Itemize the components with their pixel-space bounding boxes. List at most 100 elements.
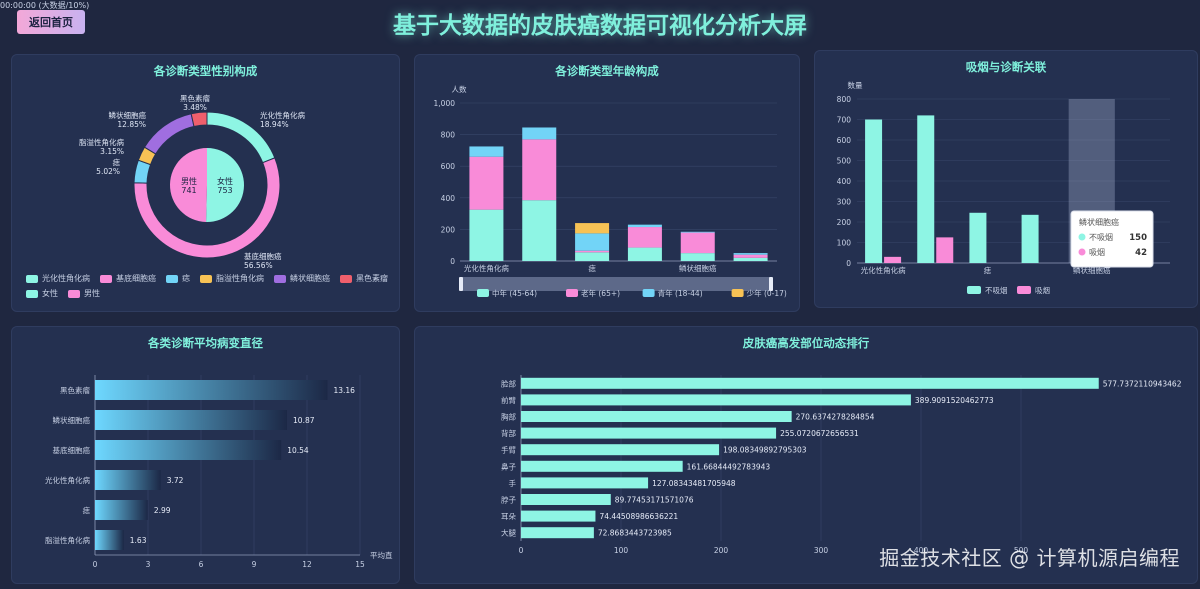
legend-label: 基底细胞癌 [116,274,156,283]
region-bar[interactable] [521,377,1099,389]
x-tick-label: 光化性角化病 [861,265,906,275]
smoking-grouped-bar-chart[interactable]: 0100200300400500600700800数量光化性角化病痣鳞状细胞癌鳞… [815,51,1199,309]
stacked-bar-segment[interactable] [627,227,662,248]
inner-pie-slice[interactable] [206,148,245,223]
gender-donut-chart[interactable]: 光化性角化病18.94%基底细胞癌56.56%痣5.02%脂溢性角化病3.15%… [12,55,401,313]
gender-legend[interactable]: 光化性角化病 基底细胞癌 痣 脂溢性角化病 鳞状细胞癌 黑色素瘤女性 男性 [26,273,396,299]
y-axis-label: 人数 [452,84,467,94]
y-tick-label: 600 [441,162,456,171]
stacked-bar-segment[interactable] [733,253,768,255]
y-tick-label: 800 [441,131,456,140]
legend-item[interactable]: 男性 [68,288,100,299]
legend-swatch[interactable] [1017,286,1031,294]
legend-item[interactable]: 光化性角化病 [26,273,90,284]
panel-title: 吸烟与诊断关联 [965,60,1047,74]
y-tick-label: 0 [450,257,455,266]
stacked-bar-segment[interactable] [733,257,768,261]
legend-item[interactable]: 黑色素瘤 [340,273,388,284]
bar-value-label: 10.54 [287,446,309,455]
bar-value-label: 72.8683443723985 [598,529,672,538]
region-bar[interactable] [521,394,911,406]
lesion-diameter-bar-chart[interactable]: 0 3 6 9 12 15 平均直 黑色素瘤 13.16 鳞状细胞癌 10.87 基底细胞癌 10.54… [12,327,401,585]
stacked-bar-segment[interactable] [522,127,557,140]
lesion-bar[interactable] [95,530,124,550]
outer-ring-slice[interactable] [190,111,208,128]
x-tick-label: 0 [519,546,524,555]
y-tick-label: 脖子 [501,495,516,505]
panel-region-ranking: 皮肤癌高发部位动态排行 0 100 200 300 400 500 脸部 577.737211… [414,326,1198,584]
legend-item[interactable]: 基底细胞癌 [100,273,156,284]
stacked-bar-segment[interactable] [627,247,662,261]
stacked-bar-segment[interactable] [469,156,504,210]
stacked-bar-segment[interactable] [575,250,610,253]
back-home-button[interactable]: 返回首页 [17,10,85,34]
region-bar[interactable] [521,411,792,422]
legend-swatch[interactable] [566,289,578,297]
region-bar[interactable] [521,494,611,505]
region-bar[interactable] [521,510,596,522]
stacked-bar-segment[interactable] [680,232,715,254]
grouped-bar[interactable] [884,256,902,263]
region-bar[interactable] [521,427,777,439]
y-tick-label: 700 [837,116,852,125]
grouped-bar[interactable] [969,212,987,263]
panel-lesion-diameter: 各类诊断平均病变直径 0 3 6 9 12 15 平均直 黑色素瘤 13.16 鳞状细胞癌 10.8… [11,326,400,584]
outer-slice-percent: 3.48% [183,103,207,112]
stacked-bar-segment[interactable] [680,231,715,233]
y-tick-label: 100 [837,239,852,248]
region-bar[interactable] [521,444,720,456]
stacked-bar-segment[interactable] [469,209,504,261]
data-zoom-handle-left[interactable] [459,277,463,291]
legend-swatch[interactable] [642,289,655,297]
stacked-bar-segment[interactable] [627,224,662,228]
lesion-bar[interactable] [95,470,161,490]
bar-value-label: 10.87 [293,416,315,425]
lesion-bar[interactable] [95,410,288,430]
legend-swatch[interactable] [731,289,744,297]
panel-title: 各诊断类型性别构成 [153,64,258,78]
lesion-bar[interactable] [95,440,282,460]
legend-label: 吸烟 [1035,286,1050,295]
stacked-bar-segment[interactable] [575,233,610,251]
tooltip-box [1070,210,1154,268]
bar-value-label: 198.08349892795303 [723,446,807,455]
outer-slice-percent: 12.85% [117,120,146,129]
legend-swatch[interactable] [967,286,981,294]
region-bar[interactable] [521,477,649,489]
grouped-bar[interactable] [865,119,883,264]
stacked-bar-segment[interactable] [733,254,768,258]
y-tick-label: 胸部 [501,412,516,422]
stacked-bar-segment[interactable] [575,252,610,261]
x-axis-label: 平均直 [370,550,393,560]
stacked-bar-segment[interactable] [522,200,557,261]
bar-value-label: 127.08343481705948 [652,479,736,488]
region-bar[interactable] [521,527,594,539]
outer-slice-name: 黑色素瘤 [180,93,210,103]
inner-pie-slice[interactable] [170,148,207,222]
legend-item[interactable]: 痣 [166,273,190,284]
data-zoom-handle-right[interactable] [769,277,773,291]
legend-item[interactable]: 鳞状细胞癌 [274,273,330,284]
outer-ring-slice[interactable] [143,113,195,155]
y-tick-label: 600 [837,136,852,145]
region-ranking-bar-chart[interactable]: 0 100 200 300 400 500 脸部 577.7372110943462 前臂 389… [415,327,1199,585]
lesion-bar[interactable] [95,500,148,520]
legend-swatch[interactable] [477,289,489,297]
outer-slice-percent: 18.94% [260,120,289,129]
region-bar[interactable] [521,460,683,472]
data-zoom-slider[interactable] [461,277,771,291]
legend-item[interactable]: 脂溢性角化病 [200,273,264,284]
tooltip-marker [1078,233,1086,241]
lesion-bar[interactable] [95,380,328,400]
grouped-bar[interactable] [1021,214,1039,263]
grouped-bar[interactable] [917,115,935,264]
stacked-bar-segment[interactable] [680,253,715,261]
data-zoom-window[interactable] [461,277,771,291]
stacked-bar-segment[interactable] [469,146,504,157]
legend-item[interactable]: 女性 [26,288,58,299]
stacked-bar-segment[interactable] [522,139,557,201]
grouped-bar[interactable] [936,237,954,263]
legend-label: 痣 [182,274,190,283]
stacked-bar-segment[interactable] [575,223,610,234]
